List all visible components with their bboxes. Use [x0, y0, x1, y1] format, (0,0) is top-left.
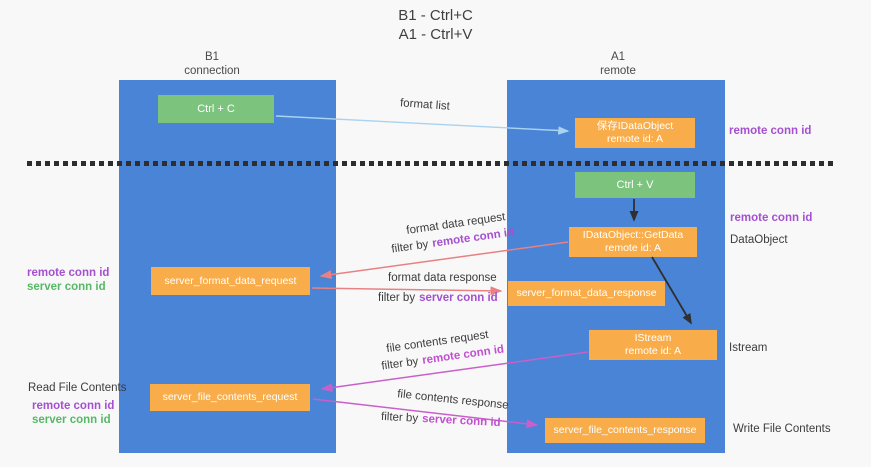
server-format-data-response-label: server_format_data_response: [516, 287, 657, 299]
server-file-contents-request-box: server_file_contents_request: [150, 384, 310, 411]
format-data-response-filter-label: filter by server conn id: [378, 292, 498, 304]
right-top-remote-conn-id-label: remote conn id: [729, 125, 812, 137]
title-line-1: B1 - Ctrl+C: [398, 7, 473, 24]
ctrl-c-box: Ctrl + C: [158, 95, 274, 123]
ctrl-v-box: Ctrl + V: [575, 172, 695, 198]
istream-line2: remote id: A: [624, 345, 682, 357]
format-list-label: format list: [399, 97, 451, 113]
section-divider-dashed-line: [27, 161, 833, 166]
left-mid-conn-id-labels: remote conn id server conn id: [27, 266, 109, 294]
a1-column-header: A1 remote: [558, 50, 678, 78]
left-mid-server-conn-id-label: server conn id: [27, 281, 106, 293]
filter-by-text: filter by: [380, 410, 419, 425]
server-conn-id-text: server conn id: [419, 292, 498, 304]
b1-column-name: B1: [204, 51, 220, 63]
title-line-2: A1 - Ctrl+V: [398, 26, 473, 43]
b1-column-header: B1 connection: [152, 50, 272, 78]
istream-side-label: Istream: [729, 342, 768, 354]
filter-by-text: filter by: [390, 238, 430, 256]
ctrl-v-label: Ctrl + V: [616, 178, 654, 191]
server-file-contents-response-label: server_file_contents_response: [553, 424, 697, 436]
diagram-title: B1 - Ctrl+C A1 - Ctrl+V: [0, 6, 871, 44]
save-idataobject-box: 保存IDataObject remote id: A: [575, 118, 695, 148]
save-idataobject-line2: remote id: A: [606, 133, 664, 145]
file-contents-response-filter-label: filter by server conn id: [381, 411, 501, 429]
istream-line1: IStream: [634, 332, 672, 344]
format-data-response-label: format data response: [388, 272, 497, 284]
idataobject-getdata-box: IDataObject::GetData remote id: A: [569, 227, 697, 257]
server-conn-id-text: server conn id: [421, 413, 501, 430]
getdata-line1: IDataObject::GetData: [582, 229, 684, 241]
getdata-line2: remote id: A: [604, 242, 662, 254]
left-mid-remote-conn-id-label: remote conn id: [27, 267, 110, 279]
b1-column-subtitle: connection: [184, 65, 240, 77]
ctrl-c-label: Ctrl + C: [197, 102, 235, 115]
filter-by-text: filter by: [378, 292, 416, 304]
save-idataobject-line1: 保存IDataObject: [596, 120, 674, 132]
filter-by-text: filter by: [380, 355, 420, 373]
left-bottom-remote-conn-id-label: remote conn id: [32, 400, 115, 412]
server-format-data-request-label: server_format_data_request: [164, 274, 297, 287]
a1-column-subtitle: remote: [600, 65, 636, 77]
read-file-contents-label: Read File Contents: [28, 382, 127, 394]
file-contents-response-label: file contents response: [396, 388, 510, 412]
dataobject-label: DataObject: [730, 234, 788, 246]
server-file-contents-request-label: server_file_contents_request: [162, 391, 298, 403]
left-bottom-server-conn-id-label: server conn id: [32, 414, 111, 426]
left-bottom-conn-id-labels: remote conn id server conn id: [32, 399, 114, 427]
server-file-contents-response-box: server_file_contents_response: [545, 418, 705, 443]
right-mid-remote-conn-id-label: remote conn id: [730, 212, 813, 224]
istream-box: IStream remote id: A: [589, 330, 717, 360]
format-data-response-arrow: [311, 286, 503, 296]
write-file-contents-label: Write File Contents: [733, 423, 831, 435]
server-format-data-request-box: server_format_data_request: [151, 267, 310, 295]
a1-column-name: A1: [610, 51, 626, 63]
server-format-data-response-box: server_format_data_response: [508, 281, 665, 306]
